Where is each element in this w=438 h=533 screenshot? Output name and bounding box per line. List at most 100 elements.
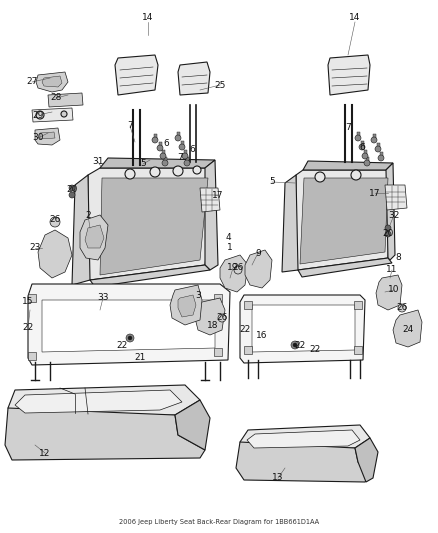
- Circle shape: [125, 169, 135, 179]
- Text: 22: 22: [22, 324, 34, 333]
- Text: 26: 26: [216, 313, 228, 322]
- Polygon shape: [295, 170, 390, 270]
- Circle shape: [126, 334, 134, 342]
- Bar: [28, 294, 36, 302]
- Polygon shape: [80, 215, 108, 260]
- Text: 2: 2: [85, 211, 91, 220]
- Polygon shape: [247, 430, 360, 448]
- Bar: [354, 301, 362, 309]
- Text: 1: 1: [227, 244, 233, 253]
- Bar: [377, 143, 379, 148]
- Polygon shape: [240, 295, 365, 363]
- Circle shape: [36, 111, 44, 119]
- Polygon shape: [28, 284, 230, 365]
- Polygon shape: [40, 132, 55, 139]
- Bar: [372, 134, 375, 139]
- Polygon shape: [300, 178, 388, 264]
- Circle shape: [315, 172, 325, 182]
- Polygon shape: [35, 128, 60, 145]
- Bar: [184, 150, 187, 155]
- Polygon shape: [88, 168, 215, 280]
- Circle shape: [293, 343, 297, 347]
- Text: 26: 26: [49, 215, 61, 224]
- Polygon shape: [328, 55, 370, 95]
- Bar: [153, 134, 156, 139]
- Bar: [214, 294, 222, 302]
- Circle shape: [291, 341, 299, 349]
- Text: 10: 10: [388, 286, 400, 295]
- Polygon shape: [5, 408, 205, 460]
- Text: 5: 5: [269, 177, 275, 187]
- Polygon shape: [393, 310, 422, 347]
- Bar: [354, 346, 362, 354]
- Text: 8: 8: [395, 253, 401, 262]
- Text: 6: 6: [359, 143, 365, 152]
- Circle shape: [362, 153, 368, 159]
- Bar: [177, 132, 180, 137]
- Circle shape: [355, 135, 361, 141]
- Circle shape: [157, 145, 163, 151]
- Circle shape: [359, 144, 365, 150]
- Text: 18: 18: [207, 320, 219, 329]
- Polygon shape: [282, 175, 298, 272]
- Polygon shape: [175, 400, 210, 450]
- Text: 22: 22: [240, 326, 251, 335]
- Text: 25: 25: [214, 80, 226, 90]
- Bar: [365, 157, 368, 162]
- Circle shape: [150, 167, 160, 177]
- Polygon shape: [8, 385, 200, 420]
- Text: 22: 22: [117, 341, 127, 350]
- Circle shape: [193, 166, 201, 174]
- Polygon shape: [42, 76, 62, 87]
- Circle shape: [398, 304, 406, 312]
- Circle shape: [69, 192, 75, 198]
- Polygon shape: [48, 93, 83, 107]
- Polygon shape: [38, 230, 72, 278]
- Polygon shape: [36, 72, 68, 92]
- Text: 23: 23: [29, 244, 41, 253]
- Bar: [214, 348, 222, 356]
- Circle shape: [371, 137, 377, 143]
- Bar: [180, 141, 184, 146]
- Text: 17: 17: [212, 190, 224, 199]
- Polygon shape: [220, 255, 248, 292]
- Circle shape: [218, 314, 226, 322]
- Polygon shape: [376, 275, 402, 310]
- Polygon shape: [240, 425, 370, 452]
- Circle shape: [69, 185, 75, 191]
- Circle shape: [128, 336, 132, 340]
- Polygon shape: [100, 178, 208, 275]
- Text: 30: 30: [32, 133, 44, 142]
- Text: 26: 26: [232, 263, 244, 272]
- Text: 14: 14: [142, 13, 154, 22]
- Bar: [162, 150, 165, 155]
- Circle shape: [184, 160, 190, 166]
- Text: 21: 21: [134, 353, 146, 362]
- Text: 7: 7: [345, 124, 351, 133]
- Circle shape: [385, 225, 391, 231]
- Circle shape: [162, 160, 168, 166]
- Bar: [28, 352, 36, 360]
- Text: 28: 28: [50, 93, 62, 102]
- Text: 12: 12: [39, 448, 51, 457]
- Text: 33: 33: [97, 294, 109, 303]
- Text: 7: 7: [177, 154, 183, 163]
- Circle shape: [182, 153, 188, 159]
- Bar: [186, 157, 188, 162]
- Text: 11: 11: [386, 265, 398, 274]
- Polygon shape: [115, 55, 158, 95]
- Polygon shape: [200, 188, 220, 212]
- Polygon shape: [15, 390, 182, 413]
- Text: 2006 Jeep Liberty Seat Back-Rear Diagram for 1BB661D1AA: 2006 Jeep Liberty Seat Back-Rear Diagram…: [119, 519, 319, 525]
- Text: 19: 19: [227, 263, 239, 272]
- Circle shape: [378, 155, 384, 161]
- Text: 15: 15: [22, 297, 34, 306]
- Text: 6: 6: [189, 146, 195, 155]
- Polygon shape: [195, 298, 225, 335]
- Polygon shape: [85, 225, 104, 248]
- Polygon shape: [178, 62, 210, 95]
- Polygon shape: [303, 161, 393, 170]
- Text: 29: 29: [32, 110, 44, 119]
- Polygon shape: [355, 438, 378, 482]
- Polygon shape: [170, 285, 202, 325]
